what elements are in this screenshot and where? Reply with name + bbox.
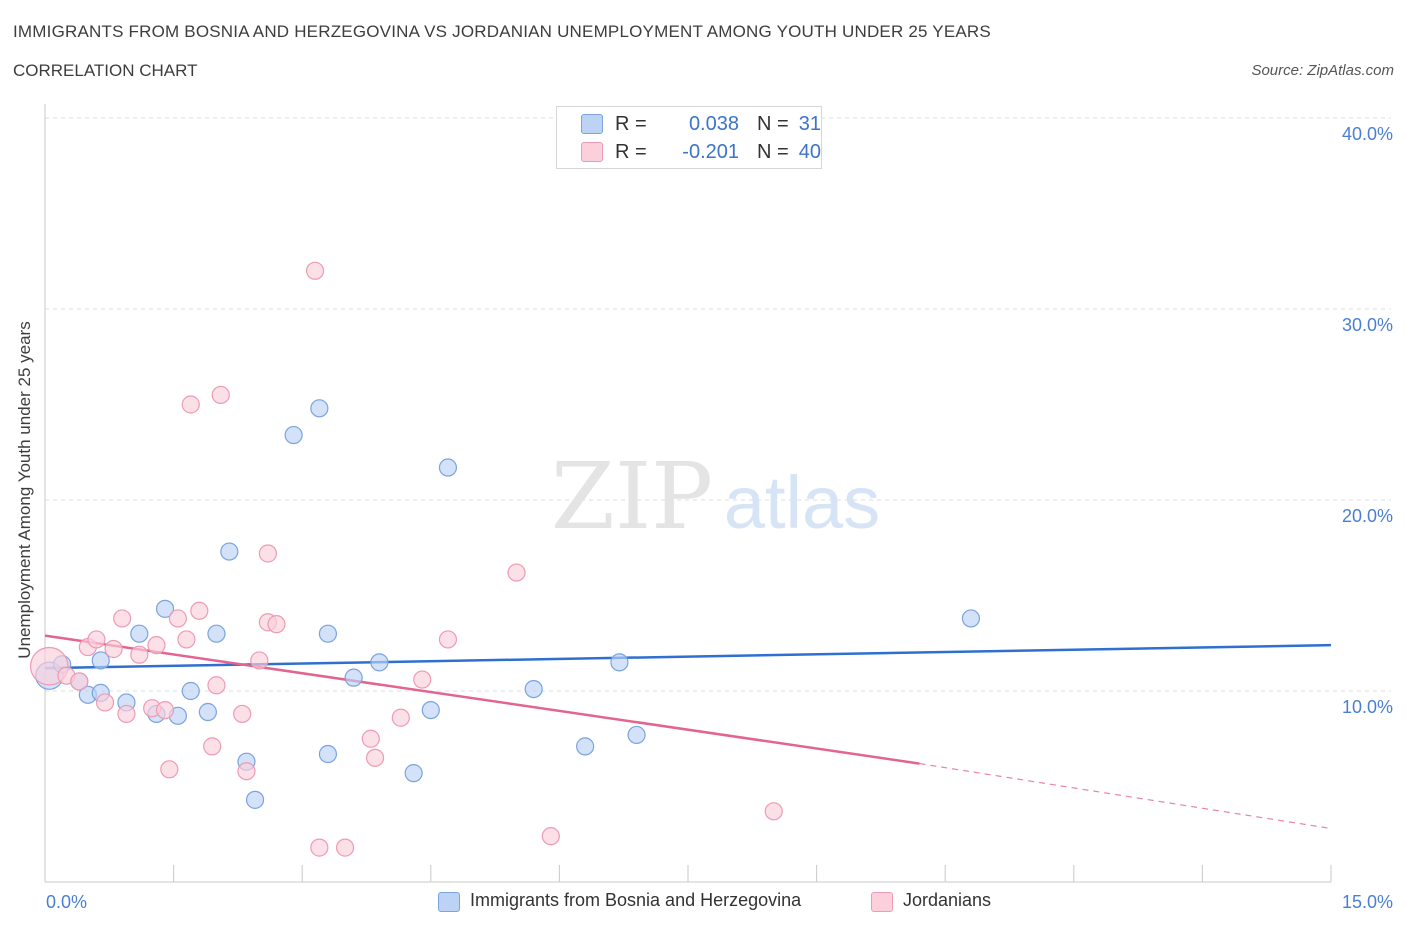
point-bosnia	[245, 790, 265, 809]
point-jordanian	[203, 737, 222, 756]
axes	[44, 104, 1332, 883]
source-credit: Source: ZipAtlas.com	[1251, 62, 1394, 79]
y-tick-label: 20.0%	[1342, 506, 1393, 526]
point-jordanian	[258, 544, 278, 563]
y-tick-label: 10.0%	[1342, 697, 1393, 717]
point-bosnia	[344, 668, 363, 687]
point-jordanian	[438, 630, 458, 649]
point-bosnia	[627, 725, 646, 745]
point-jordanian	[365, 748, 385, 767]
point-jordanian	[237, 762, 256, 781]
point-bosnia	[310, 399, 329, 418]
legend-n-value: 40	[798, 141, 821, 163]
point-jordanian	[70, 672, 89, 691]
point-jordanian	[117, 704, 136, 724]
point-bosnia	[181, 681, 200, 701]
y-axis-label: Unemployment Among Youth under 25 years	[15, 321, 34, 659]
watermark-zip: ZIP	[551, 443, 713, 550]
legend-r-label: R =	[615, 141, 647, 163]
point-bosnia	[284, 425, 303, 445]
trend-line-jordanian-extrapolated	[919, 762, 1332, 830]
point-jordanian	[305, 261, 325, 280]
point-jordanian	[335, 838, 355, 857]
point-jordanian	[113, 609, 132, 628]
point-jordanian	[764, 802, 783, 821]
point-bosnia	[198, 702, 217, 722]
point-bosnia	[438, 458, 458, 477]
point-jordanian	[233, 704, 252, 724]
tick-labels: 10.0% 20.0% 30.0% 40.0% 0.0% 15.0%	[46, 124, 1393, 912]
point-jordanian	[190, 601, 209, 620]
x-tick-label-max: 15.0%	[1342, 892, 1393, 912]
point-jordanian	[130, 645, 149, 664]
watermark: ZIP atlas	[551, 443, 880, 550]
x-tick-label-min: 0.0%	[46, 892, 87, 912]
legend-n-label: N =	[757, 113, 789, 135]
trend-line-jordanian	[44, 634, 920, 765]
y-axis-label-wrap: Unemployment Among Youth under 25 years	[10, 160, 40, 820]
point-bosnia	[576, 737, 595, 756]
point-bosnia	[318, 744, 338, 764]
point-bosnia	[207, 624, 226, 643]
trend-lines	[44, 634, 1332, 830]
point-bosnia	[130, 624, 149, 643]
point-jordanian	[507, 563, 526, 582]
point-jordanian	[181, 395, 200, 414]
point-jordanian	[147, 636, 166, 655]
y-tick-label: 40.0%	[1342, 124, 1393, 144]
point-bosnia	[220, 542, 239, 561]
watermark-atlas: atlas	[724, 461, 880, 544]
legend-n-value: 31	[798, 113, 821, 135]
data-points	[29, 261, 981, 857]
point-jordanian	[267, 615, 286, 634]
bottom-legend-swatch-pink	[871, 892, 893, 912]
point-jordanian	[541, 827, 560, 846]
chart-title: IMMIGRANTS FROM BOSNIA AND HERZEGOVINA V…	[13, 22, 991, 41]
point-jordanian	[104, 639, 123, 659]
legend-swatch-blue	[581, 114, 603, 134]
point-jordanian	[207, 676, 226, 695]
legend-r-value: -0.201	[682, 141, 739, 163]
point-jordanian	[168, 609, 187, 628]
point-jordanian	[87, 630, 106, 649]
grid-lines	[45, 117, 1391, 692]
correlation-legend: R = 0.038 N = 31 R = -0.201 N = 40	[556, 106, 822, 169]
legend-r-label: R =	[615, 113, 647, 135]
point-bosnia	[370, 653, 389, 672]
point-jordanian	[155, 700, 175, 720]
point-jordanian	[160, 760, 179, 779]
point-jordanian	[413, 670, 432, 689]
point-bosnia	[318, 624, 338, 643]
legend-n-label: N =	[757, 141, 789, 163]
point-bosnia	[421, 700, 440, 720]
bottom-legend-label-bosnia: Immigrants from Bosnia and Herzegovina	[470, 890, 802, 910]
point-jordanian	[211, 385, 230, 405]
point-bosnia	[155, 599, 175, 618]
point-jordanian	[310, 838, 329, 857]
chart-subtitle: CORRELATION CHART	[13, 61, 198, 80]
point-jordanian	[177, 630, 196, 649]
point-jordanian	[250, 651, 269, 670]
point-jordanian	[95, 693, 115, 712]
point-jordanian	[361, 729, 380, 748]
legend-r-value: 0.038	[688, 113, 739, 135]
point-bosnia	[91, 651, 110, 670]
point-bosnia	[961, 609, 981, 628]
y-tick-label: 30.0%	[1342, 315, 1393, 335]
bottom-legend-swatch-blue	[438, 892, 460, 912]
point-jordanian	[391, 708, 410, 727]
legend-swatch-pink	[581, 142, 603, 162]
bottom-legend-label-jordanians: Jordanians	[903, 890, 992, 910]
point-bosnia	[404, 764, 423, 783]
point-bosnia	[610, 653, 629, 672]
point-bosnia	[524, 679, 543, 699]
